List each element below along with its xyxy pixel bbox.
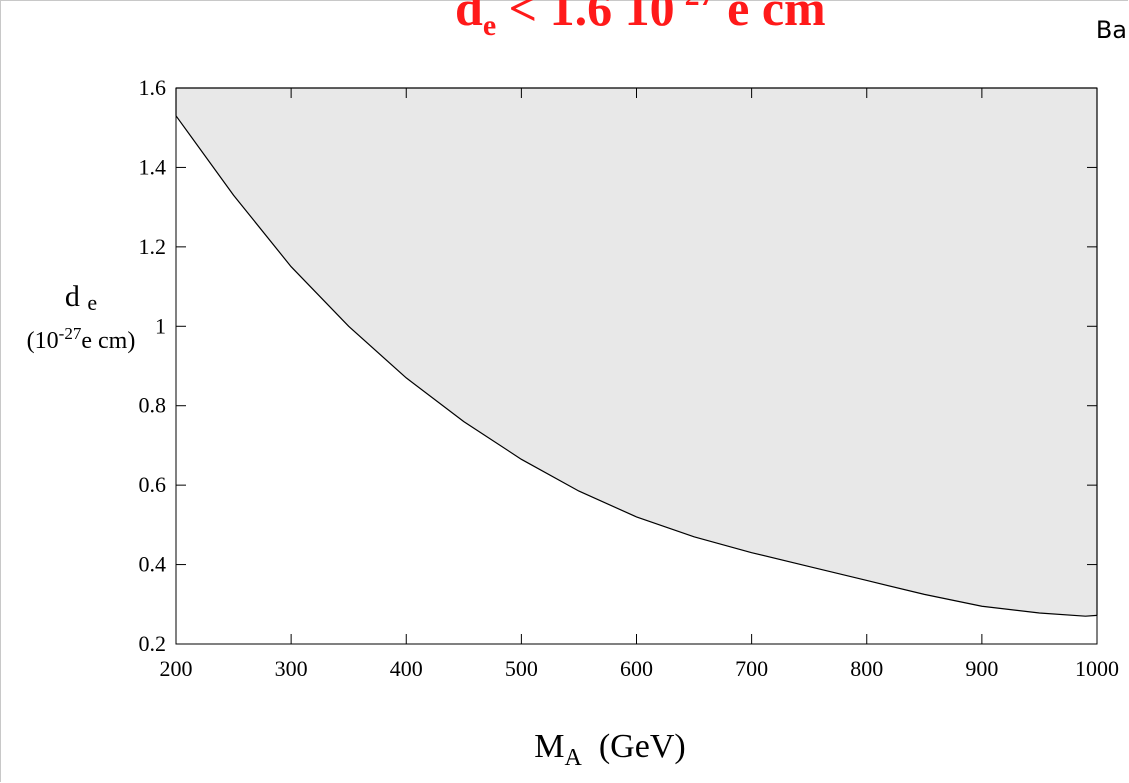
y-axis-label: d e (10-27e cm) [6, 280, 156, 355]
y-tick-label: 1 [155, 313, 166, 338]
slide-title: de < 1.6 10-27 e cm [455, 0, 826, 56]
x-tick-label: 200 [160, 656, 193, 681]
title-bound: < 1.6 10 [496, 0, 675, 36]
y-axis-symbol: d e [6, 280, 156, 320]
y-tick-label: 1.2 [139, 234, 167, 259]
x-tick-label: 300 [275, 656, 308, 681]
y-axis-unit-post: e cm) [81, 328, 136, 354]
x-axis-unit: (GeV) [598, 728, 686, 765]
y-axis-unit: (10-27e cm) [6, 324, 156, 355]
y-tick-label: 0.6 [139, 472, 167, 497]
title-subscript: e [482, 9, 497, 42]
title-symbol: d [455, 0, 483, 36]
corner-label: Ba [1095, 16, 1127, 44]
x-tick-label: 900 [965, 656, 998, 681]
y-tick-label: 1.4 [139, 154, 167, 179]
x-tick-label: 600 [620, 656, 653, 681]
y-tick-label: 1.6 [139, 75, 167, 100]
y-tick-label: 0.8 [139, 393, 167, 418]
x-axis-symbol: M [534, 728, 565, 765]
x-tick-label: 800 [850, 656, 883, 681]
x-axis-symbol-sub: A [564, 745, 582, 771]
bound-curve [175, 115, 1098, 617]
x-axis-label: MA (GeV) [410, 728, 810, 772]
title-exponent: -27 [675, 0, 715, 12]
x-tick-label: 500 [505, 656, 538, 681]
title-unit: e cm [714, 0, 826, 36]
y-axis-unit-exponent: -27 [58, 324, 82, 343]
x-tick-label: 400 [390, 656, 423, 681]
y-axis-symbol-sub: e [87, 290, 98, 315]
y-tick-label: 0.4 [139, 552, 167, 577]
shaded-region [176, 88, 1097, 617]
x-tick-label: 1000 [1075, 656, 1119, 681]
y-axis-unit-pre: (10 [26, 328, 59, 354]
x-tick-label: 700 [735, 656, 768, 681]
y-tick-label: 0.2 [139, 631, 167, 656]
y-axis-symbol-main: d [64, 280, 80, 313]
